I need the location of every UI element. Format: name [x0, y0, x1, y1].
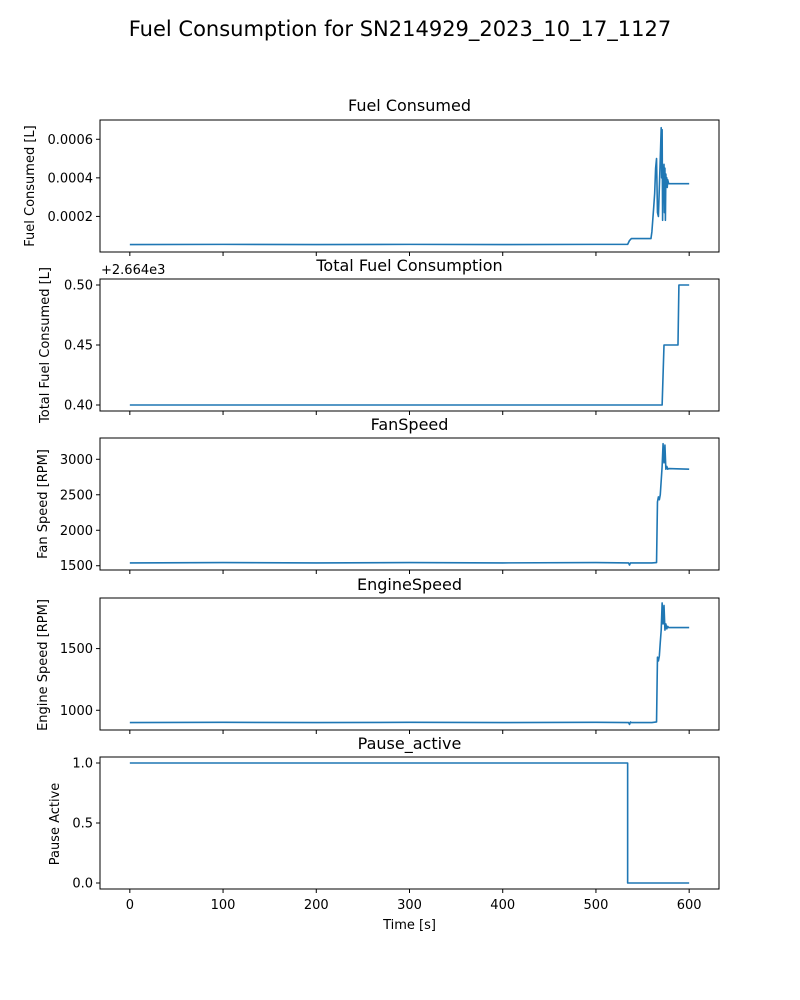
subplot-title: Pause_active — [358, 734, 462, 754]
y-tick-label: 1000 — [60, 704, 93, 719]
y-tick-label: 0.0004 — [48, 171, 94, 186]
y-tick-label: 1.0 — [72, 757, 93, 772]
x-tick-label: 100 — [211, 898, 236, 913]
subplot-title: Fuel Consumed — [348, 96, 471, 115]
y-offset-text: +2.664e3 — [101, 263, 165, 278]
y-tick-label: 1500 — [60, 559, 93, 574]
plot-frame — [99, 597, 720, 731]
y-tick-label: 0.40 — [64, 399, 93, 414]
plot-frame — [99, 756, 720, 890]
y-tick-label: 0.0006 — [48, 133, 94, 148]
y-tick-label: 0.5 — [72, 817, 93, 832]
x-tick-label: 200 — [304, 898, 329, 913]
x-tick-label: 0 — [126, 898, 134, 913]
x-tick-label: 400 — [490, 898, 515, 913]
x-tick-label: 600 — [677, 898, 702, 913]
y-tick-label: 2000 — [60, 524, 93, 539]
y-axis-label: Engine Speed [RPM] — [36, 599, 51, 731]
subplot-title: FanSpeed — [371, 415, 449, 434]
pause-active-line — [129, 762, 690, 884]
x-tick-label: 500 — [584, 898, 609, 913]
y-axis-label: Fan Speed [RPM] — [36, 449, 51, 559]
y-axis-label: Pause Active — [48, 783, 63, 866]
engine-speed-line — [129, 602, 690, 726]
y-tick-label: 0.0002 — [48, 210, 94, 225]
fan-speed-line — [129, 442, 690, 566]
subplot-engine-speed: EngineSpeed Engine Speed [RPM] 1000 1500 — [36, 575, 720, 734]
figure-title: Fuel Consumption for SN214929_2023_10_17… — [129, 17, 672, 42]
subplot-total-fuel: Total Fuel Consumption +2.664e3 Total Fu… — [38, 256, 720, 424]
plot-frame — [99, 278, 720, 412]
y-tick-label: 0.45 — [64, 339, 93, 354]
y-tick-label: 2500 — [60, 488, 93, 503]
y-tick-label: 3000 — [60, 453, 93, 468]
plot-frame — [99, 119, 720, 253]
y-tick-label: 1500 — [60, 642, 93, 657]
subplot-fan-speed: FanSpeed Fan Speed [RPM] 1500 2000 2500 300… — [36, 415, 720, 574]
y-tick-label: 0.50 — [64, 279, 93, 294]
subplot-title: EngineSpeed — [357, 575, 462, 594]
y-tick-label: 0.0 — [72, 877, 93, 892]
subplot-pause-active: Pause_active Pause Active 0.0 0.5 1.0 0 100 2… — [48, 734, 720, 933]
total-fuel-line — [129, 284, 690, 406]
x-axis-label: Time [s] — [382, 918, 436, 933]
subplot-title: Total Fuel Consumption — [315, 256, 502, 275]
fuel-consumed-line — [129, 126, 690, 246]
plot-frame — [99, 437, 720, 571]
y-axis-label: Fuel Consumed [L] — [23, 125, 38, 246]
x-tick-label: 300 — [397, 898, 422, 913]
y-axis-label: Total Fuel Consumed [L] — [38, 267, 53, 424]
subplot-fuel-consumed: Fuel Consumed Fuel Consumed [L] 0.0002 0.… — [23, 96, 720, 256]
